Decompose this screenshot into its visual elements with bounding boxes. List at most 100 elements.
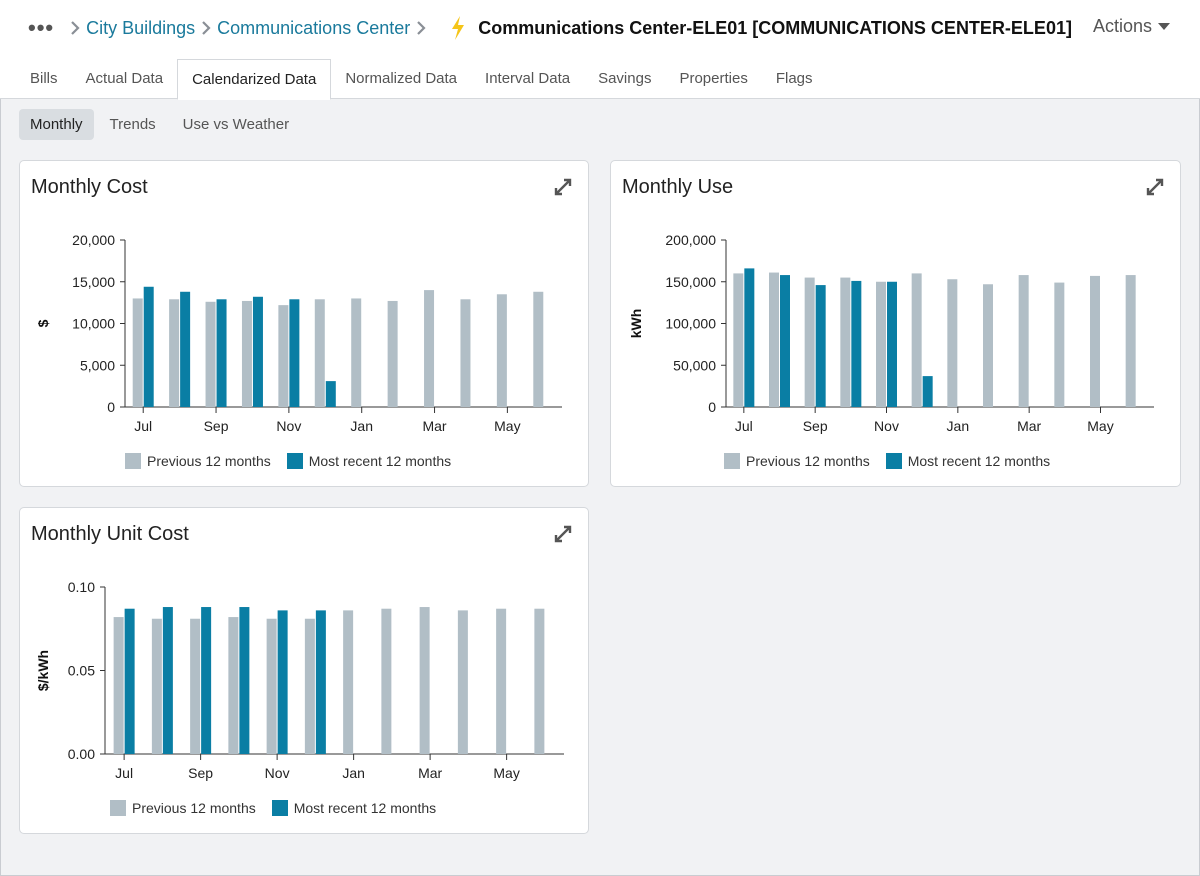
legend-label: Most recent 12 months <box>308 453 452 469</box>
legend-item-recent[interactable]: Most recent 12 months <box>271 800 436 816</box>
bar-previous-jun <box>534 608 545 754</box>
main-tabs: Bills Actual Data Calendarized Data Norm… <box>16 59 827 100</box>
bar-recent-aug <box>780 275 790 407</box>
bar-previous-jan <box>351 298 362 407</box>
bar-previous-feb <box>387 300 398 407</box>
bar-recent-sep <box>815 285 826 407</box>
bar-previous-jul <box>113 617 124 754</box>
legend-item-previous[interactable]: Previous 12 months <box>110 800 256 816</box>
subtab-use-vs-weather[interactable]: Use vs Weather <box>182 116 290 133</box>
x-tick-label: May <box>494 418 520 434</box>
x-tick-label: Nov <box>265 765 290 781</box>
tab-savings[interactable]: Savings <box>598 70 652 87</box>
tab-bills[interactable]: Bills <box>30 70 58 87</box>
y-axis-title: $ <box>35 319 51 327</box>
bar-previous-sep <box>804 277 815 407</box>
bar-recent-aug <box>162 607 173 754</box>
bar-previous-may <box>1090 275 1100 407</box>
x-tick-label: Sep <box>803 418 828 434</box>
x-tick-label: Jan <box>342 765 365 781</box>
tab-normalized-data[interactable]: Normalized Data <box>345 70 458 87</box>
legend-swatch <box>271 800 288 816</box>
actions-label: Actions <box>1092 16 1152 36</box>
x-tick-label: Jan <box>350 418 373 434</box>
bar-previous-oct <box>228 617 239 754</box>
bar-recent-dec <box>922 376 933 407</box>
legend-item-previous[interactable]: Previous 12 months <box>125 453 271 469</box>
bar-previous-nov <box>266 618 277 754</box>
bar-previous-dec <box>314 299 325 407</box>
legend-label: Previous 12 months <box>147 453 271 469</box>
bar-recent-nov <box>277 610 288 754</box>
bar-previous-jul <box>733 273 744 407</box>
tab-flags[interactable]: Flags <box>775 70 813 87</box>
breadcrumb-communications-center[interactable]: Communications Center <box>217 17 411 38</box>
monthly-use-card: 0 50,000 100,000 150,000 200,000 kWh Jul Sep Nov… <box>610 160 1181 487</box>
monthly-unit-cost-card: 0.00 0.05 0.10 $/kWh Jul Sep Nov Jan Mar May Mont… <box>19 507 589 834</box>
bar-previous-may <box>496 294 507 407</box>
y-tick-label: 20,000 <box>72 232 115 248</box>
y-tick-label: 5,000 <box>80 357 115 373</box>
caret-down-icon <box>1158 22 1170 31</box>
bar-recent-jul <box>143 286 154 407</box>
bar-previous-oct <box>241 300 252 407</box>
tab-calendarized-data[interactable]: Calendarized Data <box>177 59 332 100</box>
x-tick-label: Sep <box>204 418 229 434</box>
chevron-right-icon <box>70 21 80 35</box>
expand-icon[interactable] <box>553 177 573 202</box>
bar-recent-dec <box>315 610 326 754</box>
bar-previous-may <box>496 608 507 754</box>
x-tick-label: Jul <box>735 418 753 434</box>
bar-recent-aug <box>180 291 191 407</box>
bar-previous-mar <box>1018 275 1029 407</box>
legend-label: Most recent 12 months <box>907 453 1051 469</box>
y-tick-label: 0.00 <box>68 746 95 762</box>
y-tick-label: 15,000 <box>72 274 115 290</box>
x-tick-label: Nov <box>276 418 301 434</box>
expand-icon[interactable] <box>1145 177 1165 202</box>
y-tick-label: 100,000 <box>665 316 716 332</box>
y-tick-label: 0 <box>708 399 716 415</box>
sub-tabs: Monthly Trends Use vs Weather <box>19 109 305 140</box>
bar-previous-oct <box>840 277 851 407</box>
monthly-unit-cost-chart: 0.00 0.05 0.10 $/kWh Jul Sep Nov Jan Mar May <box>35 579 564 781</box>
bar-previous-apr <box>460 299 471 407</box>
legend-item-recent[interactable]: Most recent 12 months <box>286 453 452 469</box>
more-dots-icon[interactable]: ••• <box>28 15 55 40</box>
y-axis-title: $/kWh <box>35 650 51 691</box>
legend-swatch <box>125 453 141 469</box>
subtab-monthly[interactable]: Monthly <box>19 109 94 140</box>
subtab-trends[interactable]: Trends <box>109 116 156 133</box>
x-tick-label: Mar <box>418 765 442 781</box>
actions-menu-button[interactable]: Actions <box>1093 16 1170 37</box>
bar-previous-jan <box>343 610 354 754</box>
bar-previous-jun <box>533 291 544 407</box>
bar-previous-apr <box>1054 282 1065 407</box>
legend-swatch <box>885 453 902 469</box>
bar-previous-apr <box>457 610 468 754</box>
chart-legend: Previous 12 months Most recent 12 months <box>724 453 1066 469</box>
bar-previous-nov <box>278 305 289 407</box>
y-tick-label: 0.05 <box>68 663 95 679</box>
bar-previous-mar <box>424 290 435 407</box>
tab-actual-data[interactable]: Actual Data <box>85 70 164 87</box>
bar-previous-aug <box>769 272 779 407</box>
y-tick-label: 0 <box>107 399 115 415</box>
breadcrumb-city-buildings[interactable]: City Buildings <box>86 17 196 38</box>
monthly-use-chart: 0 50,000 100,000 150,000 200,000 kWh Jul Sep Nov… <box>628 232 1154 434</box>
bar-recent-oct <box>252 296 263 407</box>
legend-item-previous[interactable]: Previous 12 months <box>724 453 870 469</box>
bar-previous-mar <box>419 607 430 754</box>
y-tick-label: 0.10 <box>68 579 95 595</box>
x-tick-label: Sep <box>188 765 213 781</box>
tab-interval-data[interactable]: Interval Data <box>485 70 571 87</box>
bar-previous-aug <box>169 299 180 407</box>
breadcrumb: ••• City Buildings Communications Center… <box>28 12 1072 44</box>
expand-icon[interactable] <box>553 524 573 549</box>
tab-properties[interactable]: Properties <box>679 70 748 87</box>
legend-swatch <box>110 800 126 816</box>
legend-item-recent[interactable]: Most recent 12 months <box>885 453 1051 469</box>
page-header: ••• City Buildings Communications Center… <box>0 0 1200 100</box>
bar-previous-feb <box>381 608 392 754</box>
card-title: Monthly Cost <box>31 176 148 198</box>
